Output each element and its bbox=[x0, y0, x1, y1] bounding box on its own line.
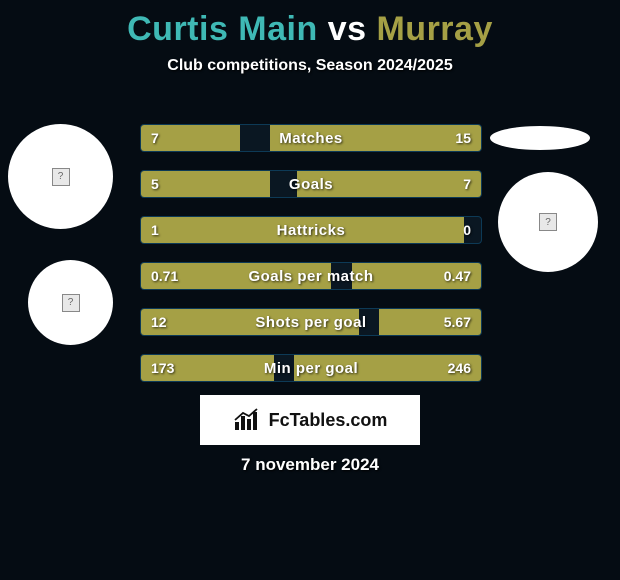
avatar-right-ellipse bbox=[490, 126, 590, 150]
image-placeholder-icon: ? bbox=[52, 168, 70, 186]
stat-label: Shots per goal bbox=[141, 309, 481, 335]
fctables-logo[interactable]: FcTables.com bbox=[200, 395, 420, 445]
avatar-left-secondary: ? bbox=[28, 260, 113, 345]
title-vs: vs bbox=[328, 10, 367, 48]
logo-text: FcTables.com bbox=[269, 410, 388, 431]
stat-row: 173246Min per goal bbox=[140, 354, 482, 382]
stat-label: Goals per match bbox=[141, 263, 481, 289]
stat-label: Goals bbox=[141, 171, 481, 197]
stat-row: 715Matches bbox=[140, 124, 482, 152]
image-placeholder-icon: ? bbox=[62, 294, 80, 312]
snapshot-date: 7 november 2024 bbox=[0, 455, 620, 475]
stats-panel: 715Matches 57Goals 10Hattricks 0.710.47Goal… bbox=[140, 124, 482, 400]
stat-label: Hattricks bbox=[141, 217, 481, 243]
title-player1: Curtis Main bbox=[127, 10, 318, 48]
title-player2: Murray bbox=[376, 10, 492, 48]
stat-row: 57Goals bbox=[140, 170, 482, 198]
stat-row: 10Hattricks bbox=[140, 216, 482, 244]
stat-label: Min per goal bbox=[141, 355, 481, 381]
subtitle: Club competitions, Season 2024/2025 bbox=[0, 57, 620, 75]
bar-chart-icon bbox=[233, 408, 263, 432]
stat-row: 125.67Shots per goal bbox=[140, 308, 482, 336]
image-placeholder-icon: ? bbox=[539, 213, 557, 231]
avatar-left-primary: ? bbox=[8, 124, 113, 229]
stat-label: Matches bbox=[141, 125, 481, 151]
page-title: Curtis Main vs Murray bbox=[0, 0, 620, 49]
stat-row: 0.710.47Goals per match bbox=[140, 262, 482, 290]
avatar-right-primary: ? bbox=[498, 172, 598, 272]
